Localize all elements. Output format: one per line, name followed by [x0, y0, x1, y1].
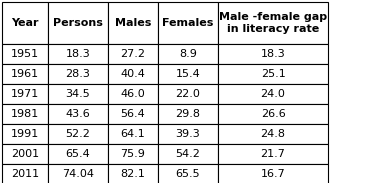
Bar	[158, 144, 218, 164]
Bar	[2, 84, 48, 104]
Text: 24.0: 24.0	[261, 89, 285, 99]
Text: Females: Females	[162, 18, 214, 28]
Bar	[218, 104, 328, 124]
Text: 82.1: 82.1	[121, 169, 146, 179]
Bar	[108, 64, 158, 84]
Bar	[108, 2, 158, 44]
Text: 75.9: 75.9	[121, 149, 146, 159]
Bar	[108, 84, 158, 104]
Bar	[108, 104, 158, 124]
Text: 1951: 1951	[11, 49, 39, 59]
Bar	[2, 2, 48, 44]
Bar	[218, 124, 328, 144]
Bar	[2, 164, 48, 183]
Bar	[2, 124, 48, 144]
Bar	[158, 64, 218, 84]
Text: 65.4: 65.4	[66, 149, 90, 159]
Text: 34.5: 34.5	[66, 89, 90, 99]
Text: Males: Males	[115, 18, 151, 28]
Bar	[48, 124, 108, 144]
Bar	[48, 2, 108, 44]
Bar	[218, 2, 328, 44]
Bar	[48, 144, 108, 164]
Text: 52.2: 52.2	[66, 129, 90, 139]
Text: 40.4: 40.4	[121, 69, 146, 79]
Text: Year: Year	[11, 18, 39, 28]
Text: 24.8: 24.8	[261, 129, 285, 139]
Bar	[218, 44, 328, 64]
Bar	[158, 124, 218, 144]
Bar	[158, 84, 218, 104]
Text: 2011: 2011	[11, 169, 39, 179]
Bar	[158, 164, 218, 183]
Bar	[48, 44, 108, 64]
Bar	[48, 64, 108, 84]
Text: 43.6: 43.6	[66, 109, 90, 119]
Bar	[48, 104, 108, 124]
Bar	[108, 44, 158, 64]
Text: 1991: 1991	[11, 129, 39, 139]
Text: 28.3: 28.3	[66, 69, 90, 79]
Text: 18.3: 18.3	[261, 49, 285, 59]
Text: 64.1: 64.1	[121, 129, 146, 139]
Bar	[158, 104, 218, 124]
Bar	[218, 64, 328, 84]
Bar	[158, 44, 218, 64]
Text: Male -female gap
in literacy rate: Male -female gap in literacy rate	[219, 12, 327, 34]
Text: 29.8: 29.8	[176, 109, 201, 119]
Text: 1971: 1971	[11, 89, 39, 99]
Bar	[2, 44, 48, 64]
Text: 8.9: 8.9	[179, 49, 197, 59]
Text: 65.5: 65.5	[176, 169, 200, 179]
Bar	[48, 84, 108, 104]
Text: 26.6: 26.6	[261, 109, 285, 119]
Bar	[218, 164, 328, 183]
Bar	[158, 2, 218, 44]
Bar	[108, 124, 158, 144]
Text: 22.0: 22.0	[176, 89, 201, 99]
Text: 2001: 2001	[11, 149, 39, 159]
Text: 74.04: 74.04	[62, 169, 94, 179]
Bar	[2, 64, 48, 84]
Bar	[108, 164, 158, 183]
Text: Persons: Persons	[53, 18, 103, 28]
Text: 16.7: 16.7	[261, 169, 285, 179]
Text: 1961: 1961	[11, 69, 39, 79]
Bar	[2, 104, 48, 124]
Text: 56.4: 56.4	[121, 109, 146, 119]
Bar	[48, 164, 108, 183]
Text: 54.2: 54.2	[176, 149, 201, 159]
Text: 18.3: 18.3	[66, 49, 90, 59]
Bar	[218, 144, 328, 164]
Text: 21.7: 21.7	[261, 149, 285, 159]
Text: 15.4: 15.4	[176, 69, 200, 79]
Text: 39.3: 39.3	[176, 129, 200, 139]
Bar	[2, 144, 48, 164]
Text: 27.2: 27.2	[121, 49, 146, 59]
Bar	[108, 144, 158, 164]
Bar	[218, 84, 328, 104]
Text: 1981: 1981	[11, 109, 39, 119]
Text: 25.1: 25.1	[261, 69, 285, 79]
Text: 46.0: 46.0	[121, 89, 146, 99]
